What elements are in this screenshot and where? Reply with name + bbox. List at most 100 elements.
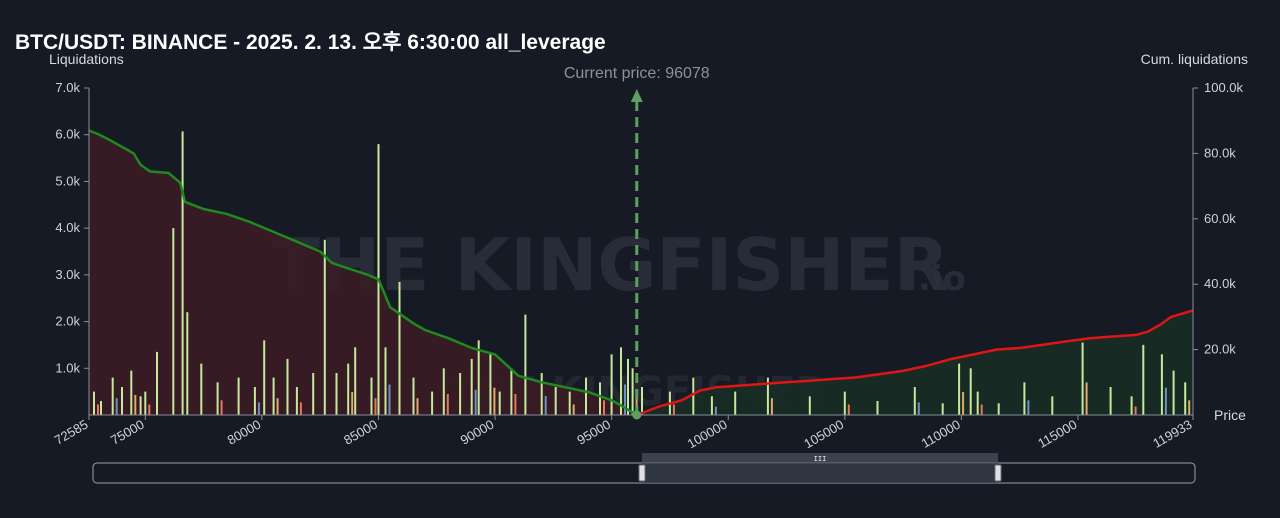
x-tick-label: 75000 (108, 417, 147, 448)
y2-tick-label: 40.0k (1204, 276, 1236, 291)
short-cum-area (636, 310, 1193, 415)
liquidation-bar-accent (97, 404, 99, 415)
y-tick-label: 1.0k (55, 360, 80, 375)
x-tick-label: 100000 (685, 417, 730, 452)
liquidation-bar (370, 377, 373, 415)
liquidation-bar-accent (388, 384, 391, 415)
y2-tick-label: 100.0k (1204, 80, 1244, 95)
liquidation-bar (470, 358, 473, 415)
liquidation-bar (554, 387, 557, 415)
bar-layer (93, 131, 1191, 415)
x-axis-label: Price (1214, 407, 1246, 423)
liquidation-bar (130, 370, 133, 415)
liquidation-bar (1172, 370, 1175, 415)
liquidation-bar-accent (134, 395, 137, 415)
liquidation-bar (412, 377, 415, 415)
liquidation-bar (540, 373, 543, 415)
liquidation-bar-accent (714, 406, 717, 415)
liquidation-bar (876, 401, 879, 415)
y-tick-label: 5.0k (55, 173, 80, 188)
navigator-left-handle[interactable] (638, 464, 646, 482)
liquidation-bar-accent (446, 394, 449, 415)
liquidation-bar-accent (1085, 382, 1088, 415)
cumulative-line-layer (88, 129, 1194, 417)
liquidation-bar (941, 403, 944, 415)
liquidation-bar-accent (1027, 400, 1030, 415)
liquidation-bar-accent (493, 387, 496, 415)
liquidation-bar-accent (544, 396, 547, 415)
liquidation-bar (216, 382, 219, 415)
liquidation-bar (384, 347, 387, 415)
y2-tick-label: 20.0k (1204, 342, 1236, 357)
chart-title: BTC/USDT: BINANCE - 2025. 2. 13. 오후 6:30… (15, 31, 606, 54)
liquidation-bar (172, 228, 175, 415)
liquidation-bar (524, 314, 527, 415)
liquidation-bar-accent (962, 391, 965, 415)
liquidation-bar (237, 377, 240, 415)
liquidation-bar-accent (115, 398, 118, 415)
liquidation-bar (843, 391, 846, 415)
liquidation-bar (263, 340, 266, 415)
liquidation-bar (627, 358, 629, 415)
liquidation-bar (121, 387, 123, 415)
x-tick-label: 105000 (801, 417, 846, 452)
liquidation-bar (585, 377, 587, 415)
liquidation-bar-accent (276, 398, 279, 415)
liquidation-bar-accent (1164, 387, 1167, 415)
liquidation-bar (286, 358, 289, 415)
x-tick-label: 80000 (225, 417, 264, 448)
liquidation-bar (1081, 342, 1084, 415)
navigator-grip-icon[interactable]: III (814, 455, 827, 463)
navigator[interactable]: III (92, 453, 1196, 484)
liquidation-bar (958, 363, 961, 415)
current-price-arrow-icon (630, 89, 643, 102)
liquidation-bar (93, 391, 95, 415)
liquidation-bar (631, 368, 634, 415)
liquidation-bar (477, 340, 480, 415)
liquidation-bar-accent (257, 402, 260, 415)
x-tick-label: 72585 (52, 417, 91, 448)
liquidation-bar (181, 131, 184, 415)
liquidation-bar (139, 396, 142, 415)
liquidation-bar (1160, 354, 1163, 415)
navigator-scrollbar[interactable] (642, 453, 998, 462)
liquidation-bar (1130, 396, 1133, 415)
current-price-dot (632, 410, 642, 420)
liquidation-bar (295, 387, 298, 415)
liquidation-bar (442, 368, 445, 415)
current-price-marker: Current price: 96078 (564, 65, 710, 420)
liquidation-bar-accent (572, 404, 575, 415)
x-tick-label: 90000 (458, 417, 497, 448)
liquidation-bar (710, 396, 713, 415)
y-tick-label: 2.0k (55, 314, 80, 329)
liquidation-bar-accent (635, 394, 638, 415)
liquidation-bar (1142, 344, 1145, 415)
liquidation-bar (398, 281, 401, 415)
liquidation-bar-accent (220, 400, 223, 415)
liquidation-bar (1051, 396, 1054, 415)
y2-axis-label: Cum. liquidations (1141, 51, 1248, 67)
liquidation-bar (253, 387, 256, 415)
liquidation-bar-accent (474, 389, 477, 415)
liquidation-bar (1184, 382, 1187, 415)
watermark-suffix: .io (918, 259, 966, 299)
liquidation-bar-accent (980, 404, 983, 415)
liquidation-bar-accent (351, 391, 354, 415)
navigator-right-handle[interactable] (994, 464, 1002, 482)
x-tick-label: 110000 (919, 417, 963, 451)
liquidation-bar (510, 368, 513, 415)
liquidation-bar-accent (917, 402, 920, 415)
liquidation-bar (459, 373, 462, 415)
liquidation-bar (335, 373, 338, 415)
x-tick-label: 119933 (1150, 417, 1194, 451)
long-cum-line (88, 129, 638, 417)
x-tick-label: 115000 (1035, 417, 1079, 451)
liquidation-bar (354, 347, 357, 415)
liquidation-bar-accent (374, 398, 377, 415)
liquidation-bar (976, 391, 979, 415)
navigator-selection[interactable] (642, 463, 998, 483)
liquidation-bar-accent (299, 402, 302, 415)
liquidation-bar-accent (1188, 400, 1191, 415)
